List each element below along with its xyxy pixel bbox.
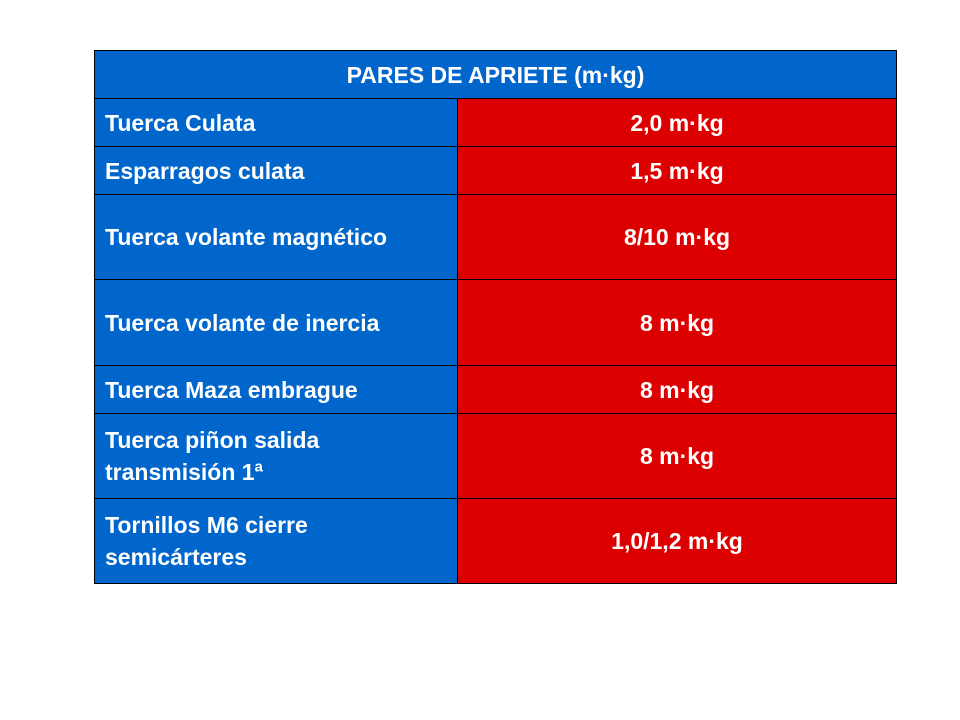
row-value: 8 m·kg (456, 279, 898, 366)
row-value: 2,0 m·kg (456, 98, 898, 147)
table-row: Tornillos M6 cierre semicárteres 1,0/1,2… (94, 498, 898, 584)
row-label: Tuerca piñon salida transmisión 1ª (94, 413, 458, 499)
table-row: Tuerca Culata 2,0 m·kg (94, 98, 898, 147)
row-value: 8 m·kg (456, 365, 898, 414)
table-row: Tuerca volante de inercia 8 m·kg (94, 279, 898, 366)
table-title: PARES DE APRIETE (m·kg) (93, 50, 898, 99)
row-label: Tuerca Maza embrague (94, 365, 458, 414)
table-row: Esparragos culata 1,5 m·kg (94, 146, 898, 195)
table-row: Tuerca Maza embrague 8 m·kg (94, 365, 898, 414)
table-row: Tuerca volante magnético 8/10 m·kg (94, 194, 898, 280)
row-label: Tuerca Culata (94, 98, 458, 147)
torque-table: PARES DE APRIETE (m·kg) Tuerca Culata 2,… (93, 50, 898, 584)
row-label: Tuerca volante de inercia (94, 279, 458, 366)
row-label: Tuerca volante magnético (94, 194, 458, 280)
row-label: Esparragos culata (94, 146, 458, 195)
row-value: 1,5 m·kg (456, 146, 898, 195)
row-value: 1,0/1,2 m·kg (456, 498, 898, 584)
row-label: Tornillos M6 cierre semicárteres (94, 498, 458, 584)
row-value: 8/10 m·kg (456, 194, 898, 280)
table-row: Tuerca piñon salida transmisión 1ª 8 m·k… (94, 413, 898, 499)
row-value: 8 m·kg (456, 413, 898, 499)
table-header-row: PARES DE APRIETE (m·kg) (93, 50, 898, 99)
